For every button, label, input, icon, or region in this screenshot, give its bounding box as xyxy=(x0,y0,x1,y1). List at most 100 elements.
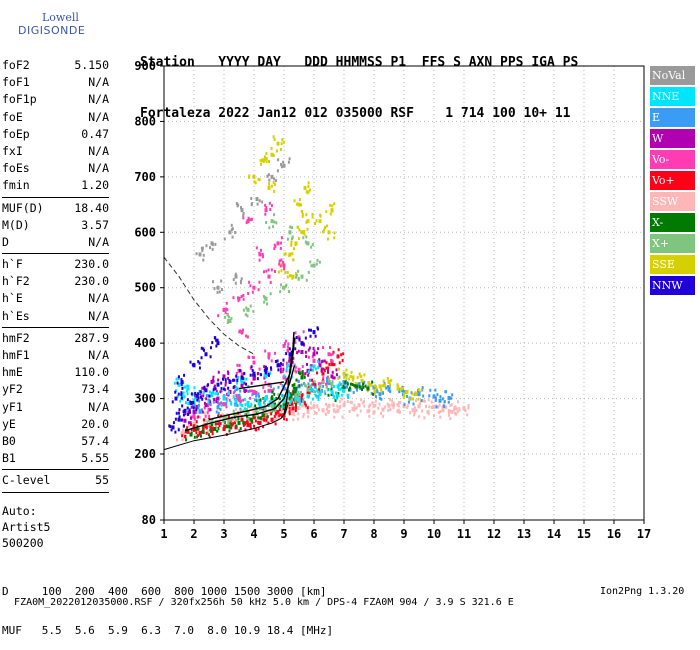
polarization-legend: NoVal NNE E W Vo- Vo+ SSW X- X+ SSE NNW xyxy=(650,66,695,297)
echo-speck xyxy=(270,146,273,150)
echo-speck xyxy=(301,393,304,397)
echo-speck xyxy=(263,373,266,377)
echo-speck xyxy=(192,406,195,410)
echo-speck xyxy=(230,422,233,426)
echo-speck xyxy=(333,236,336,240)
echo-speck xyxy=(290,242,293,246)
echo-speck xyxy=(348,386,351,390)
echo-speck xyxy=(197,415,200,419)
echo-speck xyxy=(217,378,220,382)
echo-speck xyxy=(263,368,266,372)
echo-speck xyxy=(389,390,392,394)
separator xyxy=(2,196,109,198)
echo-point xyxy=(342,379,346,384)
param-name: foF1 xyxy=(2,75,30,90)
echo-speck xyxy=(261,255,264,259)
echo-speck xyxy=(225,405,228,409)
echo-speck xyxy=(288,390,291,394)
echo-speck xyxy=(334,410,337,414)
echo-speck xyxy=(259,398,262,402)
x-tick-label: 15 xyxy=(577,527,591,541)
echo-speck xyxy=(301,209,304,213)
echo-speck xyxy=(295,275,298,279)
echo-point xyxy=(276,241,280,246)
echo-speck xyxy=(327,377,330,381)
echo-speck xyxy=(278,408,281,412)
echo-speck xyxy=(280,142,283,146)
echo-speck xyxy=(185,389,188,393)
echo-speck xyxy=(248,280,251,284)
echo-speck xyxy=(294,365,297,369)
echo-speck xyxy=(239,403,242,407)
echo-point xyxy=(297,367,301,372)
param-row-hmf2: hmF2 287.9 xyxy=(2,330,109,347)
echo-speck xyxy=(449,409,452,413)
echo-speck xyxy=(413,409,416,413)
echo-point xyxy=(294,393,298,398)
echo-speck xyxy=(239,427,242,431)
echo-point xyxy=(342,371,346,376)
echo-speck xyxy=(343,375,346,379)
legend-item-noval: NoVal xyxy=(650,66,695,85)
echo-speck xyxy=(279,246,282,250)
y-tick-label: 700 xyxy=(134,170,156,184)
echo-speck xyxy=(359,385,362,389)
echo-speck xyxy=(325,382,328,386)
echo-speck xyxy=(272,180,275,184)
param-row-foe: foE N/A xyxy=(2,109,109,126)
echo-speck xyxy=(340,386,343,390)
echo-speck xyxy=(319,214,322,218)
param-row-h-e: h`E N/A xyxy=(2,290,109,307)
echo-speck xyxy=(307,415,310,419)
echo-speck xyxy=(352,391,355,395)
echo-speck xyxy=(279,364,282,368)
echo-speck xyxy=(280,241,283,245)
echo-speck xyxy=(267,173,270,177)
echo-speck xyxy=(294,331,297,335)
echo-speck xyxy=(305,235,308,239)
series-nnw xyxy=(168,326,319,434)
echo-speck xyxy=(282,358,285,362)
echo-speck xyxy=(211,280,214,284)
echo-speck xyxy=(293,199,296,203)
echo-speck xyxy=(331,380,334,384)
echo-speck xyxy=(273,418,276,422)
echo-speck xyxy=(297,379,300,383)
echo-speck xyxy=(414,391,417,395)
echo-speck xyxy=(240,369,243,373)
echo-speck xyxy=(337,394,340,398)
echo-speck xyxy=(278,397,281,401)
echo-point xyxy=(252,174,256,179)
echo-speck xyxy=(225,397,228,401)
echo-speck xyxy=(191,415,194,419)
echo-speck xyxy=(437,411,440,415)
echo-speck xyxy=(263,402,266,406)
echo-speck xyxy=(234,421,237,425)
echo-speck xyxy=(374,395,377,399)
echo-point xyxy=(306,387,310,392)
echo-speck xyxy=(366,389,369,393)
echo-speck xyxy=(335,397,338,401)
echo-speck xyxy=(235,202,238,206)
echo-speck xyxy=(228,379,231,383)
echo-point xyxy=(171,425,175,430)
echo-point xyxy=(282,386,286,391)
echo-point xyxy=(216,420,220,425)
echo-point xyxy=(177,382,181,387)
echo-speck xyxy=(385,386,388,390)
echo-speck xyxy=(293,247,296,251)
echo-point xyxy=(300,230,304,235)
echo-speck xyxy=(199,434,202,438)
echo-speck xyxy=(284,284,287,288)
echo-speck xyxy=(217,392,220,396)
echo-speck xyxy=(413,406,416,410)
echo-speck xyxy=(193,363,196,367)
echo-speck xyxy=(189,416,192,420)
echo-speck xyxy=(320,367,323,371)
echo-point xyxy=(222,416,226,421)
echo-speck xyxy=(171,400,174,404)
y-tick-label: 600 xyxy=(134,225,156,239)
echo-speck xyxy=(343,400,346,404)
echo-speck xyxy=(348,388,351,392)
echo-speck xyxy=(199,390,202,394)
